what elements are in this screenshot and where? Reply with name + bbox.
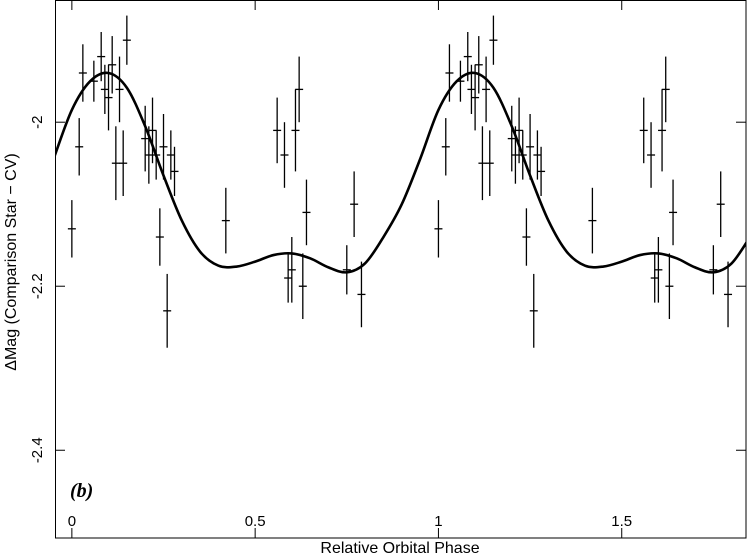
x-tick-label: 1.5 <box>611 513 632 530</box>
panel-label: (b) <box>70 480 93 502</box>
x-tick-label: 0.5 <box>245 513 266 530</box>
x-axis-label: Relative Orbital Phase <box>320 540 479 556</box>
y-axis-label: ΔMag (Comparison Star − CV) <box>3 153 20 370</box>
y-tick-label: -2.2 <box>29 273 46 299</box>
y-tick-label: -2 <box>29 116 46 129</box>
x-tick-label: 0 <box>68 513 76 530</box>
plot-frame <box>55 0 747 539</box>
y-tick-label: -2.4 <box>29 437 46 463</box>
plot-area <box>55 15 746 348</box>
model-curve <box>55 71 746 274</box>
x-tick-label: 1 <box>434 513 442 530</box>
